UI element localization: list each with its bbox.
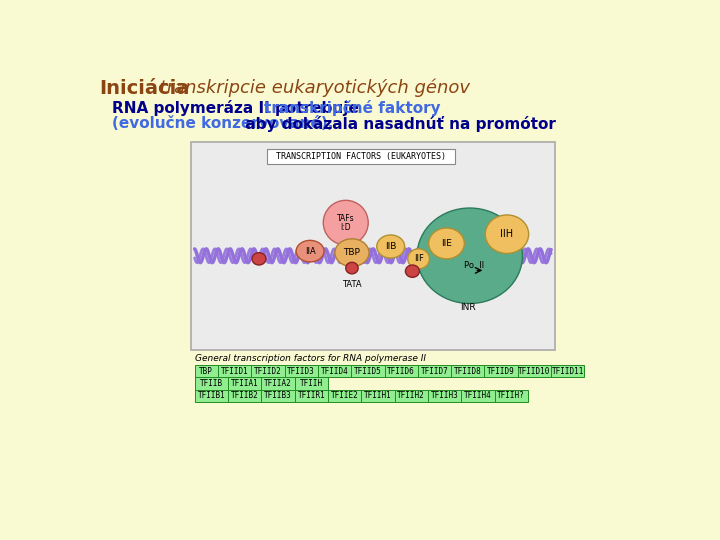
Text: TFIID8: TFIID8 <box>454 367 482 376</box>
Ellipse shape <box>377 235 405 258</box>
Text: TFIID1: TFIID1 <box>220 367 248 376</box>
Text: IIH: IIH <box>500 229 513 239</box>
Text: TFIIR1: TFIIR1 <box>297 392 325 400</box>
Text: TFIIB: TFIIB <box>199 379 223 388</box>
FancyBboxPatch shape <box>191 142 555 350</box>
FancyBboxPatch shape <box>361 390 395 402</box>
FancyBboxPatch shape <box>418 365 451 377</box>
Text: TFIID3: TFIID3 <box>287 367 315 376</box>
Text: TFIIH1: TFIIH1 <box>364 392 392 400</box>
Text: IIB: IIB <box>385 242 397 251</box>
Text: TFIIH3: TFIIH3 <box>431 392 459 400</box>
Text: IIA: IIA <box>305 247 315 255</box>
FancyBboxPatch shape <box>395 390 428 402</box>
FancyBboxPatch shape <box>518 365 551 377</box>
FancyBboxPatch shape <box>462 390 495 402</box>
FancyBboxPatch shape <box>551 365 585 377</box>
FancyBboxPatch shape <box>294 390 328 402</box>
Text: TFIIH2: TFIIH2 <box>397 392 425 400</box>
FancyBboxPatch shape <box>384 365 418 377</box>
Text: TFIID9: TFIID9 <box>487 367 515 376</box>
FancyBboxPatch shape <box>351 365 384 377</box>
FancyBboxPatch shape <box>318 365 351 377</box>
FancyBboxPatch shape <box>495 390 528 402</box>
Ellipse shape <box>296 240 324 262</box>
FancyBboxPatch shape <box>451 365 485 377</box>
Text: TFIIH: TFIIH <box>300 379 323 388</box>
Text: TFIID11: TFIID11 <box>552 367 584 376</box>
Text: I:D: I:D <box>341 223 351 232</box>
Ellipse shape <box>408 249 429 269</box>
Ellipse shape <box>252 253 266 265</box>
Text: TFIIH?: TFIIH? <box>498 392 525 400</box>
FancyBboxPatch shape <box>284 365 318 377</box>
FancyBboxPatch shape <box>485 365 518 377</box>
Text: IIE: IIE <box>441 239 452 248</box>
Text: TFIID7: TFIID7 <box>420 367 449 376</box>
FancyBboxPatch shape <box>261 390 294 402</box>
Text: TBP: TBP <box>343 248 361 257</box>
Text: TFIID4: TFIID4 <box>320 367 348 376</box>
Text: TAFs: TAFs <box>337 213 354 222</box>
Ellipse shape <box>346 262 358 274</box>
Text: TFIID6: TFIID6 <box>387 367 415 376</box>
Text: General transcription factors for RNA polymerase II: General transcription factors for RNA po… <box>194 354 426 363</box>
FancyBboxPatch shape <box>228 390 261 402</box>
Text: TATA: TATA <box>342 280 361 289</box>
Text: aby dokázala nasadnúť na promótor: aby dokázala nasadnúť na promótor <box>240 116 557 132</box>
Text: TFIIB3: TFIIB3 <box>264 392 292 400</box>
FancyBboxPatch shape <box>194 390 228 402</box>
Text: Po. II: Po. II <box>464 260 484 269</box>
FancyBboxPatch shape <box>428 390 462 402</box>
Text: (evolučne konzervované),: (evolučne konzervované), <box>112 116 333 131</box>
Text: TFIIE2: TFIIE2 <box>330 392 359 400</box>
FancyBboxPatch shape <box>194 377 228 390</box>
Ellipse shape <box>428 228 464 259</box>
Text: TRANSCRIPTION FACTORS (EUKARYOTES): TRANSCRIPTION FACTORS (EUKARYOTES) <box>276 152 446 161</box>
Text: RNA polymeráza II potrebuje: RNA polymeráza II potrebuje <box>112 100 364 116</box>
Text: TFIIB2: TFIIB2 <box>230 392 258 400</box>
Ellipse shape <box>335 239 369 267</box>
Text: INR: INR <box>460 303 476 313</box>
Ellipse shape <box>323 200 368 245</box>
Text: TBP: TBP <box>199 367 213 376</box>
Text: IIF: IIF <box>414 254 423 264</box>
FancyBboxPatch shape <box>251 365 284 377</box>
FancyBboxPatch shape <box>294 377 328 390</box>
FancyBboxPatch shape <box>194 365 218 377</box>
FancyBboxPatch shape <box>267 148 455 164</box>
Text: transkripcie eukaryotických génov: transkripcie eukaryotických génov <box>153 79 469 97</box>
FancyBboxPatch shape <box>218 365 251 377</box>
Ellipse shape <box>405 265 419 278</box>
Ellipse shape <box>417 208 523 303</box>
FancyBboxPatch shape <box>228 377 261 390</box>
Text: TFIIH4: TFIIH4 <box>464 392 492 400</box>
Text: TFIID10: TFIID10 <box>518 367 551 376</box>
Text: Iniciácia: Iniciácia <box>99 79 189 98</box>
Text: transkripčné faktory: transkripčné faktory <box>264 100 440 116</box>
Text: TFIIA2: TFIIA2 <box>264 379 292 388</box>
Text: TFIID2: TFIID2 <box>254 367 282 376</box>
FancyBboxPatch shape <box>328 390 361 402</box>
Text: TFIIB1: TFIIB1 <box>197 392 225 400</box>
Ellipse shape <box>485 215 528 253</box>
Text: TFIIA1: TFIIA1 <box>230 379 258 388</box>
Text: TFIID5: TFIID5 <box>354 367 382 376</box>
FancyBboxPatch shape <box>261 377 294 390</box>
